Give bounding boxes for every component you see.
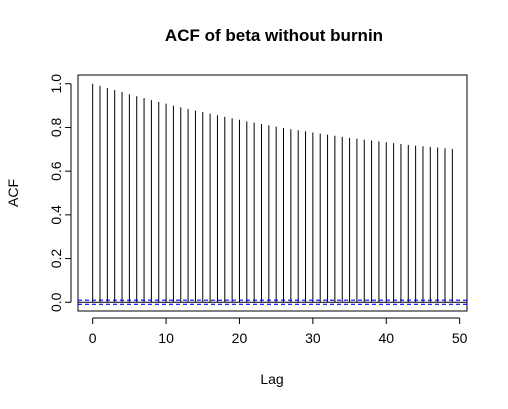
- x-axis: 0 10 20 30 40 50: [89, 317, 468, 346]
- chart-title: ACF of beta without burnin: [165, 26, 383, 45]
- x-tick-label: 40: [378, 330, 394, 346]
- x-tick-label: 20: [232, 330, 248, 346]
- y-tick-label: 1.0: [48, 74, 64, 94]
- y-axis: 0.0 0.2 0.4 0.6 0.8 1.0: [48, 74, 72, 312]
- plot-area: [77, 74, 468, 312]
- x-axis-label: Lag: [260, 371, 283, 387]
- y-tick-label: 0.4: [48, 205, 64, 225]
- y-tick-label: 0.8: [48, 118, 64, 138]
- x-tick-label: 50: [452, 330, 468, 346]
- y-axis-label: ACF: [5, 179, 21, 207]
- y-tick-label: 0.0: [48, 292, 64, 312]
- acf-bars: [92, 83, 453, 303]
- x-tick-label: 10: [158, 330, 174, 346]
- plot-frame: [77, 74, 468, 312]
- reference-lines: [78, 299, 467, 305]
- x-tick-label: 30: [305, 330, 321, 346]
- y-tick-label: 0.2: [48, 249, 64, 269]
- x-tick-label: 0: [89, 330, 97, 346]
- y-tick-label: 0.6: [48, 161, 64, 181]
